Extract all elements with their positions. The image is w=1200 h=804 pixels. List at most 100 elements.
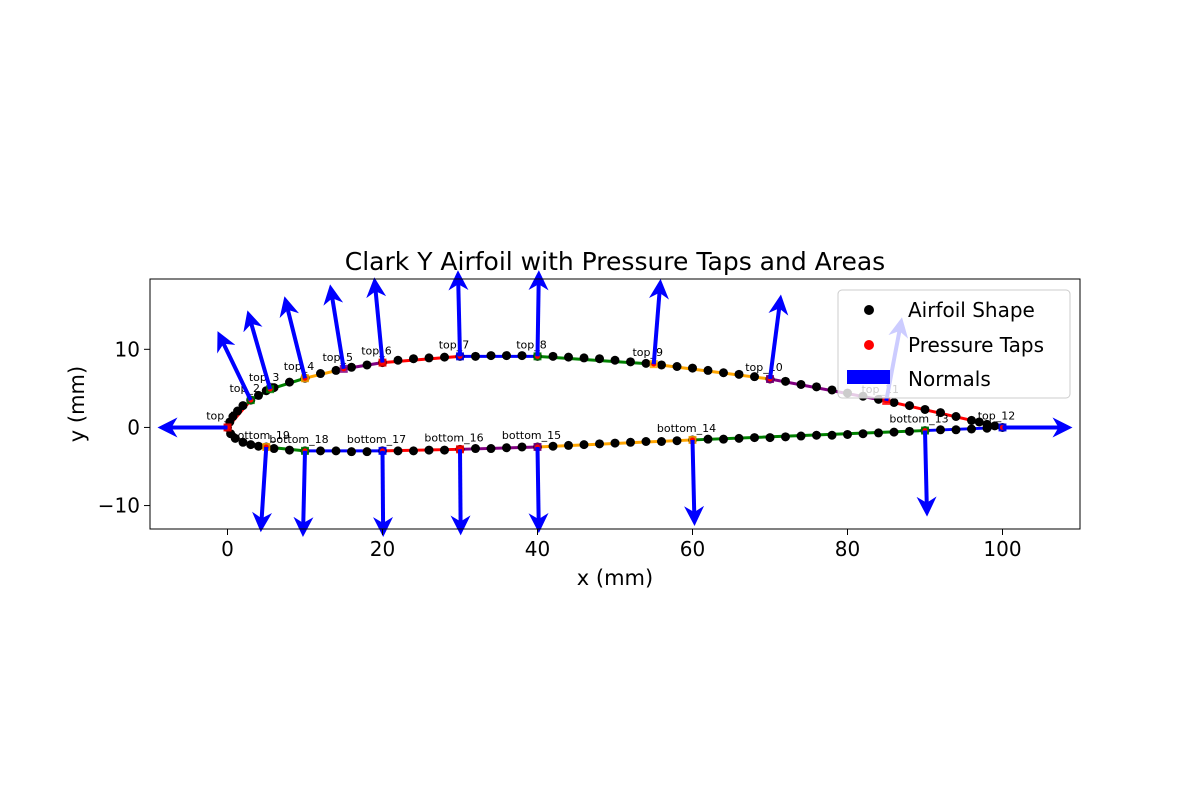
tap-label: top_6 <box>361 345 392 358</box>
airfoil-point <box>796 431 806 441</box>
airfoil-point <box>285 445 294 455</box>
normal-arrow <box>217 331 253 401</box>
airfoil-point <box>719 368 728 378</box>
legend-label-taps: Pressure Taps <box>908 333 1044 357</box>
airfoil-point <box>936 408 945 418</box>
airfoil-point <box>347 362 356 372</box>
airfoil-point <box>781 432 790 442</box>
y-axis-label: y (mm) <box>65 366 89 442</box>
plot-clip-group: top_1top_2top_3top_4top_5top_6top_7top_8… <box>206 338 1015 457</box>
y-tick-label: −10 <box>98 494 140 518</box>
airfoil-point <box>316 369 325 379</box>
airfoil-point <box>610 355 620 365</box>
tap-label: top_8 <box>516 338 547 351</box>
legend-marker-airfoil <box>864 305 874 315</box>
chart-title: Clark Y Airfoil with Pressure Taps and A… <box>345 247 885 276</box>
airfoil-point <box>564 440 573 450</box>
airfoil-point <box>440 445 449 455</box>
axes: 0 20 40 60 80 100 −10 0 10 <box>98 337 1022 561</box>
airfoil-point <box>595 354 604 364</box>
airfoil-point <box>750 372 759 382</box>
plot-area: top_1top_2top_3top_4top_5top_6top_7top_8… <box>157 270 1073 537</box>
airfoil-point <box>502 351 511 361</box>
tap-label: top_5 <box>322 351 353 364</box>
airfoil-point <box>827 430 837 440</box>
tap-label: top_4 <box>284 360 315 373</box>
airfoil-point <box>641 437 651 446</box>
normal-arrow <box>252 446 273 533</box>
normal-arrow <box>243 310 273 390</box>
tap-label: top_10 <box>745 361 783 374</box>
x-tick-label: 60 <box>680 537 705 561</box>
airfoil-point <box>362 360 372 370</box>
x-tick-label: 0 <box>221 537 234 561</box>
airfoil-point <box>936 425 945 435</box>
airfoil-point <box>657 437 666 446</box>
tap-label: bottom_15 <box>502 429 561 442</box>
normal-arrow <box>279 296 307 379</box>
airfoil-point <box>827 385 837 395</box>
tap-label: bottom_18 <box>269 433 328 446</box>
tap-label: bottom_14 <box>657 422 716 435</box>
tap-label: top_9 <box>632 346 663 359</box>
airfoil-point <box>238 401 248 411</box>
legend-label-normals: Normals <box>908 367 991 391</box>
legend-box <box>837 289 1071 399</box>
airfoil-point <box>626 437 635 447</box>
y-tick-label: 10 <box>115 337 140 361</box>
airfoil-point <box>564 352 573 362</box>
airfoil-point <box>393 446 403 456</box>
tap-label: bottom_17 <box>347 433 406 446</box>
x-tick-label: 20 <box>370 537 395 561</box>
legend: Airfoil Shape Pressure Taps Normals <box>837 289 1071 399</box>
airfoil-point <box>579 353 589 363</box>
airfoil-point <box>889 397 899 407</box>
airfoil-point <box>641 358 651 368</box>
y-tick-label: 0 <box>127 415 140 439</box>
plot-frame <box>149 278 1081 530</box>
airfoil-point <box>974 417 984 427</box>
airfoil-point <box>471 444 480 454</box>
airfoil-point <box>246 440 256 450</box>
airfoil-point <box>254 441 263 451</box>
airfoil-point <box>672 436 682 446</box>
airfoil-point <box>285 377 294 387</box>
airfoil-point <box>812 382 821 392</box>
airfoil-point <box>238 437 248 447</box>
tap-labels: top_1top_2top_3top_4top_5top_6top_7top_8… <box>206 338 1015 446</box>
airfoil-point <box>331 365 341 375</box>
tap-label: top_1 <box>206 409 237 422</box>
tap-label: top_3 <box>249 371 280 384</box>
normal-arrow <box>916 430 937 517</box>
normal-arrow <box>768 294 789 380</box>
airfoil-point <box>595 439 604 449</box>
airfoil-point <box>409 354 418 364</box>
airfoil-point <box>626 357 635 367</box>
airfoil-point <box>471 351 480 361</box>
x-tick-label: 80 <box>835 537 860 561</box>
legend-marker-normals <box>847 370 890 384</box>
tap-label: top_12 <box>978 409 1016 422</box>
airfoil-point <box>347 447 356 457</box>
airfoil-point <box>486 351 496 361</box>
airfoil-point <box>688 363 697 373</box>
airfoil-point <box>990 421 1000 431</box>
x-tick-label: 40 <box>525 537 550 561</box>
normal-arrow <box>450 449 471 536</box>
airfoil-point <box>254 390 263 400</box>
airfoil-point <box>579 440 589 450</box>
airfoil-point <box>781 376 790 386</box>
normal-arrow <box>649 278 669 365</box>
airfoil-point <box>967 415 976 425</box>
airfoil-point <box>765 433 775 443</box>
normal-arrow <box>448 270 469 357</box>
x-axis-label: x (mm) <box>577 566 653 590</box>
airfoil-point <box>812 430 821 440</box>
airfoil-point <box>843 429 852 439</box>
legend-marker-taps <box>864 340 874 350</box>
airfoil-point <box>424 445 434 455</box>
airfoil-point <box>548 351 558 361</box>
airfoil-point <box>951 412 961 421</box>
airfoil-point <box>905 426 914 436</box>
